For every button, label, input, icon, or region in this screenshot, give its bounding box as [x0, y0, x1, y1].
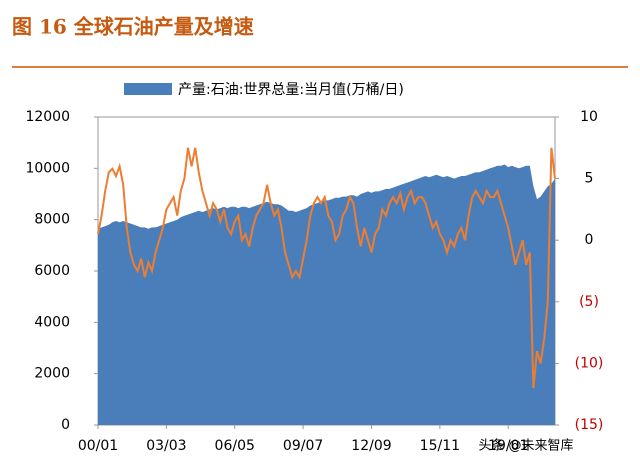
- growth-line: [97, 147, 556, 389]
- y-tick-label: 10000: [25, 160, 70, 176]
- x-tick-label: 19/01: [488, 438, 528, 454]
- legend-label: 产量:石油:世界总量:当月值(万桶/日): [178, 82, 404, 98]
- legend-swatch: [124, 83, 172, 95]
- y2-tick-label: 5: [585, 171, 594, 187]
- watermark: 头条 @未来智库: [478, 438, 573, 454]
- x-tick-label: 03/03: [146, 438, 186, 454]
- y2-tick-label: (5): [579, 294, 599, 310]
- chart-title: 图 16 全球石油产量及增速: [12, 15, 254, 39]
- x-tick-label: 09/07: [283, 438, 323, 454]
- y-tick-label: 2000: [34, 366, 70, 382]
- y2-tick-label: (10): [575, 355, 604, 371]
- x-tick-label: 12/09: [351, 438, 391, 454]
- x-tick-label: 06/05: [215, 438, 255, 454]
- y-tick-label: 4000: [34, 314, 70, 330]
- y-tick-label: 0: [61, 417, 70, 433]
- production-area: [98, 164, 555, 425]
- y-tick-label: 6000: [34, 263, 70, 279]
- y2-tick-label: 0: [585, 232, 594, 248]
- y2-tick-label: 10: [580, 109, 598, 125]
- x-tick-label: 15/11: [420, 438, 460, 454]
- y-tick-label: 8000: [34, 212, 70, 228]
- y-tick-label: 12000: [25, 109, 70, 125]
- y2-tick-label: (15): [575, 417, 604, 433]
- x-tick-label: 00/01: [78, 438, 118, 454]
